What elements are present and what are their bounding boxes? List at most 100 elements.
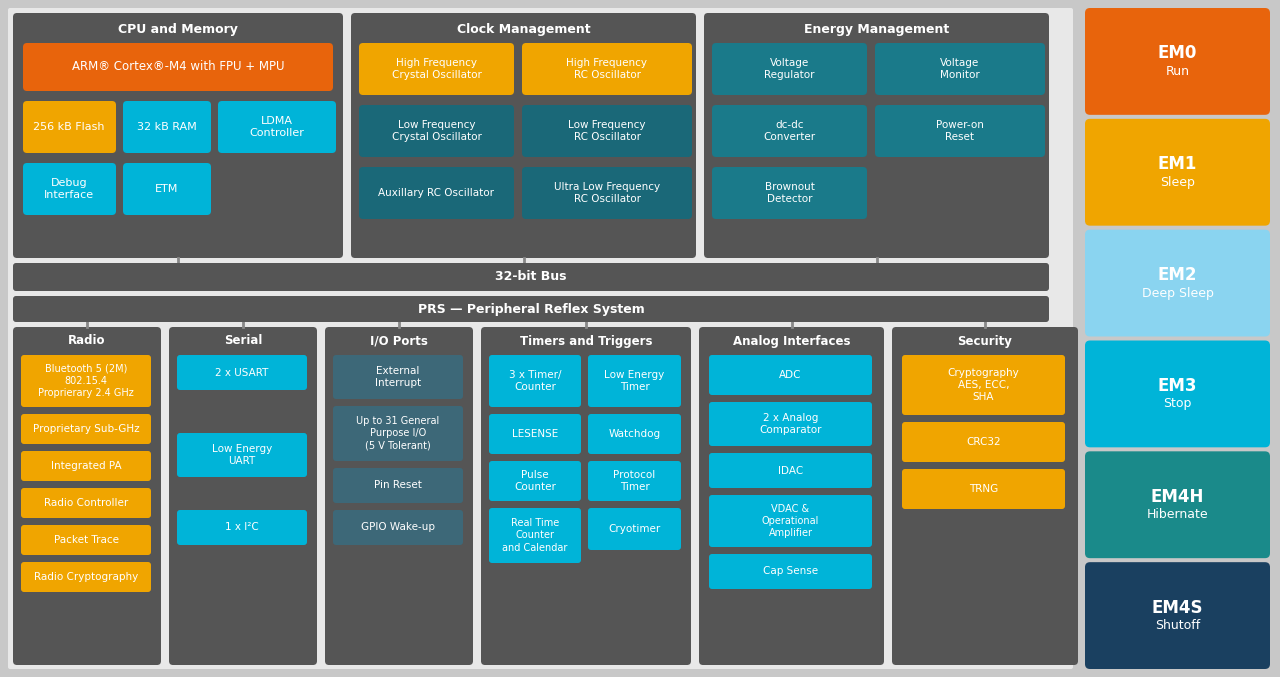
FancyBboxPatch shape — [481, 327, 691, 665]
FancyBboxPatch shape — [712, 43, 867, 95]
FancyBboxPatch shape — [333, 468, 463, 503]
Text: Low Frequency
RC Oscillator: Low Frequency RC Oscillator — [568, 120, 645, 142]
Text: Cryptography
AES, ECC,
SHA: Cryptography AES, ECC, SHA — [947, 368, 1019, 402]
Text: 3 x Timer/
Counter: 3 x Timer/ Counter — [508, 370, 561, 392]
FancyBboxPatch shape — [1085, 230, 1270, 336]
FancyBboxPatch shape — [169, 327, 317, 665]
FancyBboxPatch shape — [20, 414, 151, 444]
FancyBboxPatch shape — [588, 461, 681, 501]
Text: dc-dc
Converter: dc-dc Converter — [763, 120, 815, 142]
Text: Hibernate: Hibernate — [1147, 508, 1208, 521]
Text: VDAC &
Operational
Amplifier: VDAC & Operational Amplifier — [762, 504, 819, 538]
FancyBboxPatch shape — [1085, 119, 1270, 225]
FancyBboxPatch shape — [709, 554, 872, 589]
Text: Proprietary Sub-GHz: Proprietary Sub-GHz — [33, 424, 140, 434]
Text: EM4S: EM4S — [1152, 598, 1203, 617]
Text: ETM: ETM — [155, 184, 179, 194]
FancyBboxPatch shape — [20, 451, 151, 481]
Text: High Frequency
Crystal Oscillator: High Frequency Crystal Oscillator — [392, 58, 481, 80]
Text: Up to 31 General
Purpose I/O
(5 V Tolerant): Up to 31 General Purpose I/O (5 V Tolera… — [356, 416, 439, 451]
Text: 2 x Analog
Comparator: 2 x Analog Comparator — [759, 413, 822, 435]
FancyBboxPatch shape — [588, 414, 681, 454]
Text: Radio Controller: Radio Controller — [44, 498, 128, 508]
FancyBboxPatch shape — [20, 488, 151, 518]
Text: Integrated PA: Integrated PA — [51, 461, 122, 471]
FancyBboxPatch shape — [333, 510, 463, 545]
FancyBboxPatch shape — [489, 508, 581, 563]
FancyBboxPatch shape — [588, 508, 681, 550]
FancyBboxPatch shape — [23, 43, 333, 91]
Text: Real Time
Counter
and Calendar: Real Time Counter and Calendar — [502, 518, 568, 553]
Text: Ultra Low Frequency
RC Oscillator: Ultra Low Frequency RC Oscillator — [554, 182, 660, 204]
FancyBboxPatch shape — [522, 43, 692, 95]
Text: Low Frequency
Crystal Oscillator: Low Frequency Crystal Oscillator — [392, 120, 481, 142]
FancyBboxPatch shape — [709, 453, 872, 488]
FancyBboxPatch shape — [522, 167, 692, 219]
FancyBboxPatch shape — [1085, 8, 1270, 115]
Text: Run: Run — [1166, 65, 1189, 78]
FancyBboxPatch shape — [23, 101, 116, 153]
FancyBboxPatch shape — [712, 167, 867, 219]
FancyBboxPatch shape — [123, 163, 211, 215]
FancyBboxPatch shape — [892, 327, 1078, 665]
FancyBboxPatch shape — [712, 105, 867, 157]
Text: CRC32: CRC32 — [966, 437, 1001, 447]
FancyBboxPatch shape — [177, 355, 307, 390]
FancyBboxPatch shape — [333, 355, 463, 399]
FancyBboxPatch shape — [177, 510, 307, 545]
Text: ARM® Cortex®-M4 with FPU + MPU: ARM® Cortex®-M4 with FPU + MPU — [72, 60, 284, 74]
Text: EM0: EM0 — [1158, 45, 1197, 62]
Text: EM1: EM1 — [1158, 155, 1197, 173]
Text: Radio: Radio — [68, 334, 106, 347]
Text: LESENSE: LESENSE — [512, 429, 558, 439]
Text: Clock Management: Clock Management — [457, 22, 590, 35]
Text: Watchdog: Watchdog — [608, 429, 660, 439]
FancyBboxPatch shape — [8, 8, 1073, 669]
Text: Cap Sense: Cap Sense — [763, 567, 818, 577]
Text: ADC: ADC — [780, 370, 801, 380]
FancyBboxPatch shape — [489, 355, 581, 407]
FancyBboxPatch shape — [902, 469, 1065, 509]
Text: Low Energy
Timer: Low Energy Timer — [604, 370, 664, 392]
FancyBboxPatch shape — [902, 355, 1065, 415]
Text: Power-on
Reset: Power-on Reset — [936, 120, 984, 142]
FancyBboxPatch shape — [1085, 452, 1270, 558]
Text: Security: Security — [957, 334, 1012, 347]
FancyBboxPatch shape — [13, 263, 1050, 291]
Text: Protocol
Timer: Protocol Timer — [613, 470, 655, 492]
Text: Auxillary RC Oscillator: Auxillary RC Oscillator — [379, 188, 494, 198]
Text: EM3: EM3 — [1157, 377, 1197, 395]
FancyBboxPatch shape — [23, 163, 116, 215]
Text: Energy Management: Energy Management — [804, 22, 950, 35]
Text: High Frequency
RC Oscillator: High Frequency RC Oscillator — [567, 58, 648, 80]
Text: 1 x I²C: 1 x I²C — [225, 523, 259, 533]
Text: 2 x USART: 2 x USART — [215, 368, 269, 378]
FancyBboxPatch shape — [123, 101, 211, 153]
Text: EM2: EM2 — [1157, 266, 1197, 284]
FancyBboxPatch shape — [20, 562, 151, 592]
Text: External
Interrupt: External Interrupt — [375, 366, 421, 388]
FancyBboxPatch shape — [588, 355, 681, 407]
FancyBboxPatch shape — [709, 355, 872, 395]
Text: Shutoff: Shutoff — [1155, 619, 1201, 632]
FancyBboxPatch shape — [20, 525, 151, 555]
Text: PRS — Peripheral Reflex System: PRS — Peripheral Reflex System — [417, 303, 644, 315]
Text: Packet Trace: Packet Trace — [54, 535, 119, 545]
Text: Debug
Interface: Debug Interface — [44, 178, 93, 200]
Text: Voltage
Regulator: Voltage Regulator — [764, 58, 815, 80]
Text: GPIO Wake-up: GPIO Wake-up — [361, 523, 435, 533]
Text: Timers and Triggers: Timers and Triggers — [520, 334, 653, 347]
FancyBboxPatch shape — [704, 13, 1050, 258]
FancyBboxPatch shape — [13, 13, 343, 258]
Text: LDMA
Controller: LDMA Controller — [250, 116, 305, 138]
Text: Serial: Serial — [224, 334, 262, 347]
FancyBboxPatch shape — [876, 43, 1044, 95]
Text: TRNG: TRNG — [969, 484, 998, 494]
FancyBboxPatch shape — [1085, 341, 1270, 447]
Text: Voltage
Monitor: Voltage Monitor — [940, 58, 980, 80]
FancyBboxPatch shape — [20, 355, 151, 407]
FancyBboxPatch shape — [218, 101, 335, 153]
FancyBboxPatch shape — [489, 461, 581, 501]
FancyBboxPatch shape — [13, 296, 1050, 322]
FancyBboxPatch shape — [13, 327, 161, 665]
